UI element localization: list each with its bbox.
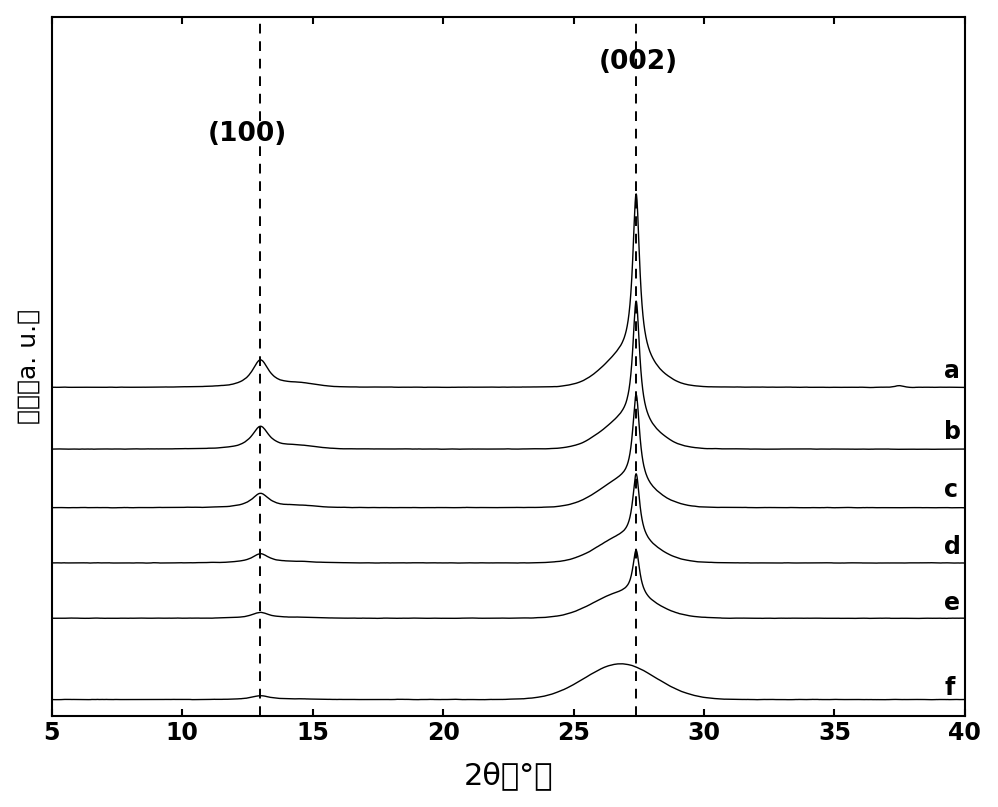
Text: e: e: [944, 592, 960, 615]
Text: c: c: [944, 478, 958, 502]
Text: (002): (002): [599, 49, 679, 75]
Text: a: a: [944, 359, 960, 383]
Text: b: b: [944, 420, 961, 444]
Text: (100): (100): [208, 121, 287, 147]
Text: d: d: [944, 535, 961, 558]
X-axis label: 2θ（°）: 2θ（°）: [464, 761, 553, 790]
Y-axis label: 强度（a. u.）: 强度（a. u.）: [17, 308, 41, 424]
Text: f: f: [944, 675, 954, 700]
